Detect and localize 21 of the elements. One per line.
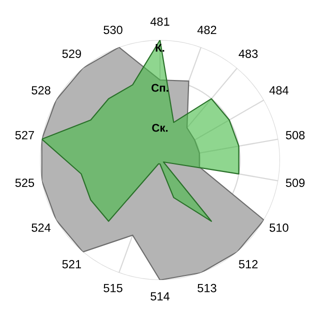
spoke-label: 528 bbox=[32, 86, 50, 94]
y-tick-label: Ск. bbox=[152, 124, 168, 132]
spoke-label: 527 bbox=[15, 130, 34, 140]
y-tick-label: Сп. bbox=[152, 84, 168, 92]
spoke-label: 529 bbox=[62, 50, 81, 58]
spoke-label: 514 bbox=[150, 292, 170, 301]
y-tick-label: К. bbox=[156, 44, 164, 52]
spoke-label: 530 bbox=[104, 26, 122, 34]
spoke-label: 483 bbox=[238, 50, 258, 58]
spoke-label: 513 bbox=[198, 284, 216, 292]
spoke-label: 521 bbox=[62, 260, 81, 268]
spoke-label: 508 bbox=[286, 130, 305, 140]
spoke-label: 481 bbox=[150, 17, 170, 26]
spoke-label: 482 bbox=[197, 26, 216, 34]
spoke-label: 512 bbox=[238, 260, 258, 268]
spoke-label: 484 bbox=[269, 86, 288, 94]
spoke-label: 525 bbox=[15, 178, 34, 188]
spoke-label: 524 bbox=[32, 223, 51, 232]
spoke-label: 509 bbox=[286, 178, 305, 188]
spoke-label: 510 bbox=[270, 223, 288, 232]
spoke-label: 515 bbox=[104, 284, 122, 292]
